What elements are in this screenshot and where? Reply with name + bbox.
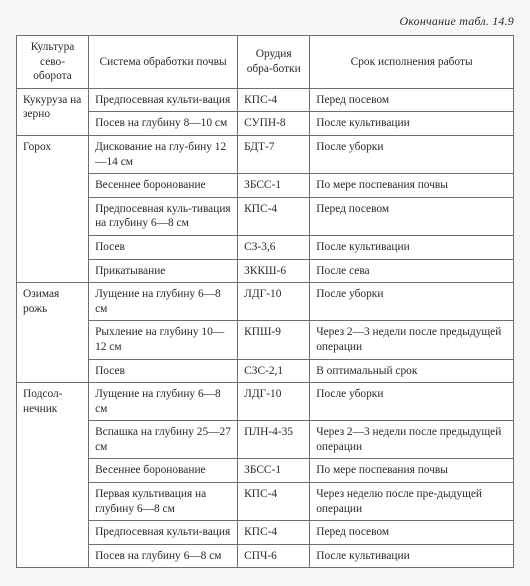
table-row: Озимая рожьЛущение на глубину 6—8 смЛДГ-… (17, 283, 514, 321)
table-row: Первая культивация на глубину 6—8 смКПС-… (17, 483, 514, 521)
operation-cell: Лущение на глубину 6—8 см (89, 383, 238, 421)
table-row: Весеннее боронованиеЗБСС-1По мере поспев… (17, 459, 514, 483)
col-header-op: Система обработки почвы (89, 36, 238, 89)
operation-cell: Предпосевная культи-вация (89, 88, 238, 112)
operation-cell: Посев на глубину 6—8 см (89, 544, 238, 568)
operation-cell: Предпосевная культи-вация (89, 521, 238, 545)
tool-cell: СПЧ-6 (238, 544, 310, 568)
tool-cell: КПС-4 (238, 521, 310, 545)
operation-cell: Весеннее боронование (89, 174, 238, 198)
time-cell: После уборки (310, 283, 514, 321)
time-cell: По мере поспевания почвы (310, 459, 514, 483)
tool-cell: ЛДГ-10 (238, 383, 310, 421)
table-row: Предпосевная культи-вацияКПС-4Перед посе… (17, 521, 514, 545)
time-cell: После уборки (310, 135, 514, 173)
tool-cell: БДТ-7 (238, 135, 310, 173)
crop-cell: Озимая рожь (17, 283, 89, 383)
time-cell: После уборки (310, 383, 514, 421)
table-row: Весеннее боронованиеЗБСС-1По мере поспев… (17, 174, 514, 198)
col-header-crop: Культура сево-оборота (17, 36, 89, 89)
table-row: Подсол-нечникЛущение на глубину 6—8 смЛД… (17, 383, 514, 421)
operation-cell: Посев (89, 359, 238, 383)
time-cell: Через неделю после пре-дыдущей операции (310, 483, 514, 521)
tool-cell: КПС-4 (238, 88, 310, 112)
operation-cell: Посев (89, 235, 238, 259)
operation-cell: Весеннее боронование (89, 459, 238, 483)
col-header-tool: Орудия обра-ботки (238, 36, 310, 89)
header-row: Культура сево-оборота Система обработки … (17, 36, 514, 89)
table-row: Предпосевная куль-тивация на глубину 6—8… (17, 197, 514, 235)
tool-cell: ЗККШ-6 (238, 259, 310, 283)
table-row: Вспашка на глубину 25—27 смПЛН-4-35Через… (17, 421, 514, 459)
time-cell: В оптимальный срок (310, 359, 514, 383)
table-row: ГорохДискование на глу-бину 12—14 смБДТ-… (17, 135, 514, 173)
operation-cell: Прикатывание (89, 259, 238, 283)
table-row: Кукуруза на зерноПредпосевная культи-вац… (17, 88, 514, 112)
operation-cell: Вспашка на глубину 25—27 см (89, 421, 238, 459)
crop-cell: Кукуруза на зерно (17, 88, 89, 135)
table-row: ПосевСЗ-3,6После культивации (17, 235, 514, 259)
operation-cell: Лущение на глубину 6—8 см (89, 283, 238, 321)
table-row: ПосевСЗС-2,1В оптимальный срок (17, 359, 514, 383)
time-cell: После сева (310, 259, 514, 283)
time-cell: После культивации (310, 544, 514, 568)
tool-cell: СУПН-8 (238, 112, 310, 136)
time-cell: Через 2—3 недели после предыдущей операц… (310, 421, 514, 459)
table-row: Посев на глубину 8—10 смСУПН-8После куль… (17, 112, 514, 136)
operation-cell: Предпосевная куль-тивация на глубину 6—8… (89, 197, 238, 235)
tool-cell: КПС-4 (238, 483, 310, 521)
table-row: ПрикатываниеЗККШ-6После сева (17, 259, 514, 283)
table-row: Посев на глубину 6—8 смСПЧ-6После культи… (17, 544, 514, 568)
tool-cell: СЗС-2,1 (238, 359, 310, 383)
time-cell: После культивации (310, 112, 514, 136)
agronomy-table: Культура сево-оборота Система обработки … (16, 35, 514, 568)
operation-cell: Посев на глубину 8—10 см (89, 112, 238, 136)
time-cell: Перед посевом (310, 521, 514, 545)
tool-cell: ЗБСС-1 (238, 174, 310, 198)
tool-cell: ЛДГ-10 (238, 283, 310, 321)
table-caption: Окончание табл. 14.9 (16, 14, 514, 29)
operation-cell: Дискование на глу-бину 12—14 см (89, 135, 238, 173)
col-header-time: Срок исполнения работы (310, 36, 514, 89)
table-row: Рыхление на глубину 10—12 смКПШ-9Через 2… (17, 321, 514, 359)
crop-cell: Горох (17, 135, 89, 282)
operation-cell: Рыхление на глубину 10—12 см (89, 321, 238, 359)
tool-cell: КПШ-9 (238, 321, 310, 359)
tool-cell: КПС-4 (238, 197, 310, 235)
time-cell: По мере поспевания почвы (310, 174, 514, 198)
tool-cell: СЗ-3,6 (238, 235, 310, 259)
tool-cell: ПЛН-4-35 (238, 421, 310, 459)
crop-cell: Подсол-нечник (17, 383, 89, 568)
time-cell: Перед посевом (310, 197, 514, 235)
tool-cell: ЗБСС-1 (238, 459, 310, 483)
time-cell: Через 2—3 недели после предыдущей операц… (310, 321, 514, 359)
time-cell: Перед посевом (310, 88, 514, 112)
time-cell: После культивации (310, 235, 514, 259)
operation-cell: Первая культивация на глубину 6—8 см (89, 483, 238, 521)
